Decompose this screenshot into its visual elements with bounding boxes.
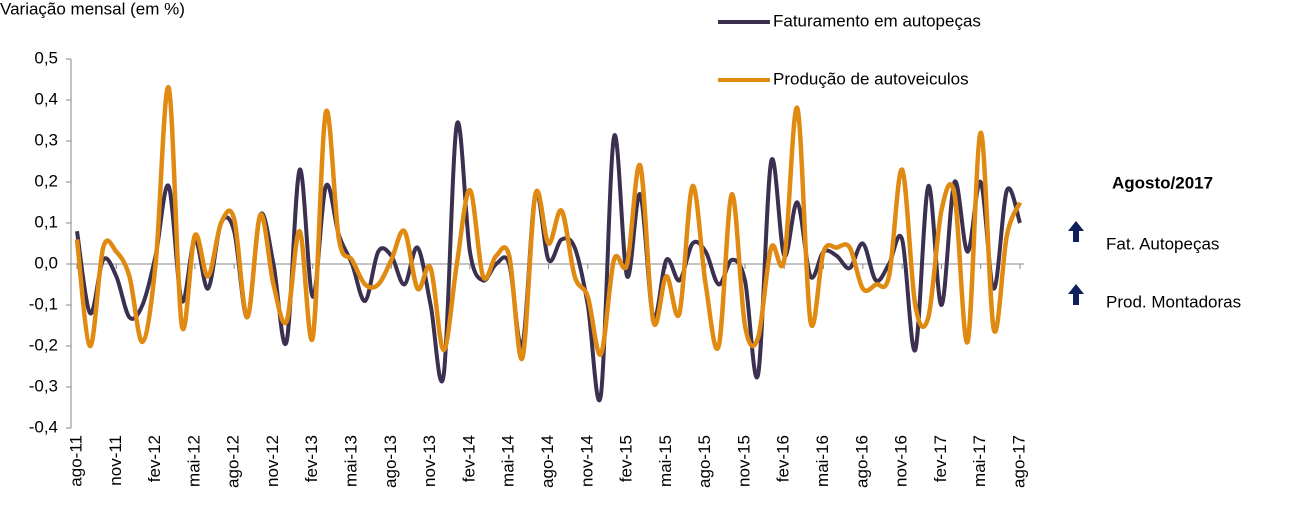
up-arrow xyxy=(1068,284,1084,305)
x-tick-label: nov-13 xyxy=(420,435,439,487)
y-tick-label: 0,3 xyxy=(34,130,58,149)
y-tick-label: -0,3 xyxy=(29,376,58,395)
x-tick-label: mai-15 xyxy=(656,435,675,487)
x-tick-label: mai-14 xyxy=(499,435,518,487)
series-line xyxy=(74,85,1023,362)
y-tick-label: -0,2 xyxy=(29,335,58,354)
y-tick-label: 0,5 xyxy=(34,48,58,67)
x-tick-label: fev-12 xyxy=(145,435,164,482)
x-tick-label: nov-11 xyxy=(106,435,125,486)
x-tick-label: ago-13 xyxy=(381,435,400,488)
x-tick-label: fev-16 xyxy=(774,435,793,482)
up-arrow xyxy=(1068,221,1084,242)
y-tick-label: -0,4 xyxy=(29,417,58,436)
x-tick-label: fev-15 xyxy=(617,435,636,482)
x-tick-label: nov-14 xyxy=(577,435,596,487)
x-tick-label: ago-16 xyxy=(852,435,871,488)
x-tick-label: fev-13 xyxy=(302,435,321,482)
x-tick-label: ago-17 xyxy=(1009,435,1028,488)
panel-title: Agosto/2017 xyxy=(1112,173,1213,192)
series-line xyxy=(75,120,1022,403)
x-tick-label: ago-14 xyxy=(538,435,557,488)
chart-title: Variação mensal (em %) xyxy=(0,0,185,18)
x-tick-label: ago-11 xyxy=(66,435,85,487)
x-tick-label: ago-12 xyxy=(224,435,243,488)
y-tick-label: -0,1 xyxy=(29,294,58,313)
y-tick-label: 0,0 xyxy=(34,253,58,272)
x-tick-label: ago-15 xyxy=(695,435,714,488)
x-tick-label: mai-16 xyxy=(813,435,832,487)
y-tick-label: 0,1 xyxy=(34,212,58,231)
legend-label: Produção de autoveiculos xyxy=(773,69,969,88)
x-tick-label: mai-12 xyxy=(184,435,203,487)
x-tick-label: nov-16 xyxy=(892,435,911,487)
x-tick-label: nov-12 xyxy=(263,435,282,487)
x-tick-label: mai-13 xyxy=(342,435,361,487)
panel-item: Fat. Autopeças xyxy=(1106,234,1219,253)
x-tick-label: fev-14 xyxy=(459,435,478,482)
y-tick-label: 0,4 xyxy=(34,89,58,108)
y-tick-label: 0,2 xyxy=(34,171,58,190)
legend-label: Faturamento em autopeças xyxy=(773,11,981,30)
x-tick-label: fev-17 xyxy=(931,435,950,482)
x-tick-label: nov-15 xyxy=(734,435,753,487)
panel-item: Prod. Montadoras xyxy=(1106,292,1241,311)
x-tick-label: mai-17 xyxy=(970,435,989,487)
